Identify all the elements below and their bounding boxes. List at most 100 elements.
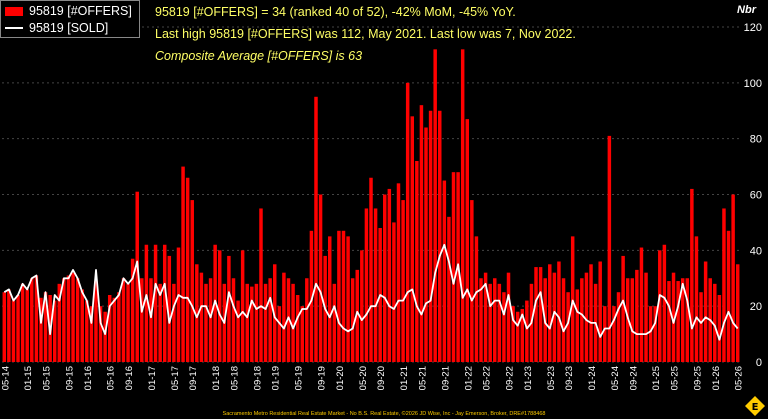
offers-bar — [428, 110, 433, 362]
offers-bar — [94, 281, 98, 362]
offers-bar — [337, 230, 341, 362]
offers-bar — [295, 295, 300, 362]
offers-bar — [176, 247, 181, 362]
offers-bar — [415, 161, 419, 362]
offers-bar — [268, 278, 272, 362]
offers-bar — [726, 230, 731, 362]
offers-bar — [346, 236, 350, 362]
offers-bar — [117, 292, 121, 362]
offers-bar — [231, 278, 236, 362]
offers-bar — [39, 297, 43, 362]
offers-bar — [603, 306, 607, 362]
offers-bar — [162, 244, 167, 362]
offers-bar — [497, 283, 502, 362]
x-tick-label: 09-15 — [64, 366, 75, 390]
x-tick-label: 01-15 — [23, 366, 34, 390]
x-tick-label: 05-16 — [106, 366, 117, 390]
offers-bar — [680, 278, 685, 362]
x-tick-label: 09-16 — [124, 366, 135, 390]
offers-bar — [383, 194, 387, 362]
footer-credit: Sacramento Metro Residential Real Estate… — [222, 411, 546, 417]
offers-bar — [401, 200, 405, 362]
offers-bar — [392, 222, 396, 362]
offers-bar — [314, 96, 318, 363]
offers-bar — [552, 272, 557, 362]
offers-bar — [410, 116, 414, 362]
offers-bar — [20, 283, 25, 362]
x-tick-label: 01-16 — [83, 366, 94, 390]
offers-bar — [447, 216, 451, 362]
offers-bar — [75, 278, 80, 362]
legend-item-offers: 95819 [#OFFERS] — [5, 3, 132, 19]
offers-bar — [254, 283, 259, 362]
offers-bar — [699, 292, 703, 362]
offers-bar — [112, 297, 117, 362]
offers-bar — [195, 264, 199, 362]
offers-bar — [34, 275, 39, 362]
offers-bar — [25, 289, 29, 362]
offers-bar — [630, 278, 635, 362]
x-tick-label: 05-22 — [482, 366, 493, 390]
offers-bar — [534, 267, 538, 362]
offers-bar — [575, 289, 580, 362]
offers-bar — [653, 306, 657, 362]
offers-bar — [648, 306, 653, 362]
offers-bar — [639, 247, 644, 362]
offers-bar — [520, 308, 525, 362]
offers-bar — [570, 236, 575, 362]
offers-bar — [658, 250, 662, 362]
legend: 95819 [#OFFERS] 95819 [SOLD] — [0, 0, 140, 38]
offers-bar — [506, 272, 511, 362]
x-tick-label: 05-15 — [42, 366, 53, 390]
x-tick-label: 05-20 — [358, 366, 369, 390]
legend-item-sold: 95819 [SOLD] — [5, 20, 108, 36]
offers-bar — [11, 300, 16, 362]
offers-bar — [419, 105, 424, 363]
x-tick-label: 05-26 — [734, 366, 745, 390]
offers-bar — [126, 283, 130, 362]
offers-bar — [172, 283, 176, 362]
y-axis-ticks: 0 20 40 60 80 100 120 — [744, 22, 762, 369]
offers-bar — [282, 272, 286, 362]
offers-bar — [153, 244, 158, 362]
x-tick-label: 01-18 — [211, 366, 222, 390]
offers-bar — [515, 311, 520, 362]
x-tick-label: 01-19 — [271, 366, 282, 390]
offers-bar — [717, 295, 722, 362]
x-tick-label: 01-17 — [147, 366, 158, 390]
offers-bar — [85, 300, 89, 362]
offers-bar — [277, 306, 282, 362]
offers-bar — [236, 300, 240, 362]
offers-bar — [328, 236, 332, 362]
offers-bar — [690, 188, 694, 362]
x-tick-label: 05-19 — [294, 366, 305, 390]
offers-bar — [460, 49, 465, 362]
offers-bar — [566, 292, 570, 362]
offers-bar — [644, 272, 648, 362]
offers-bar — [369, 177, 373, 362]
offers-bar — [589, 264, 593, 362]
brand-logo-icon: E — [745, 396, 765, 416]
offers-bar — [538, 267, 543, 362]
offers-bar — [694, 236, 699, 362]
offers-bar — [474, 236, 479, 362]
offers-bar — [676, 281, 680, 362]
offers-bar — [580, 278, 584, 362]
offers-bar — [190, 200, 194, 362]
offers-bar — [703, 261, 708, 362]
x-tick-label: 05-17 — [170, 366, 181, 390]
offers-bar — [635, 269, 639, 362]
y-tick-label: 20 — [750, 301, 762, 313]
x-tick-label: 01-21 — [399, 366, 410, 390]
y-tick-label: 60 — [750, 190, 762, 202]
offers-bar — [52, 300, 57, 362]
offers-bar — [149, 278, 153, 362]
offers-bar — [181, 166, 185, 362]
offers-bar — [103, 311, 107, 362]
offers-bar — [667, 281, 671, 362]
offers-bar — [616, 292, 621, 362]
legend-label-sold: 95819 [SOLD] — [29, 21, 109, 35]
x-tick-label: 09-21 — [440, 366, 451, 390]
offers-bar — [130, 258, 135, 362]
